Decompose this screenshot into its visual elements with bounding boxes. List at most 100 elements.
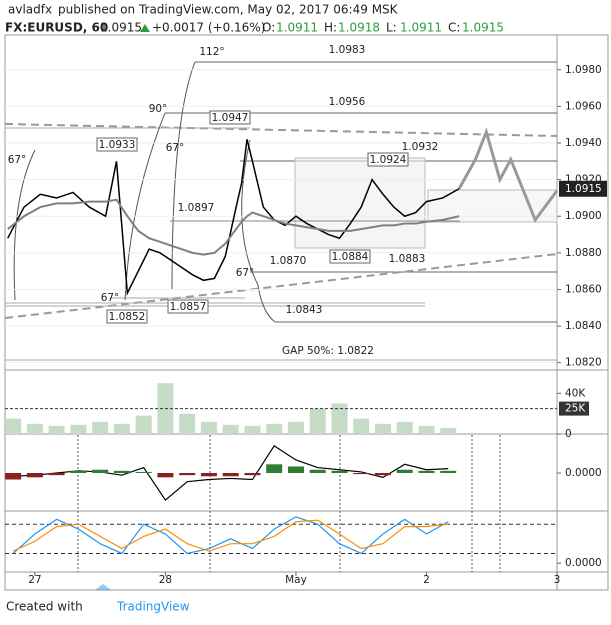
annotation-box bbox=[329, 249, 371, 264]
published-text: published on TradingView.com, May 02, 20… bbox=[58, 3, 399, 17]
histogram-bar bbox=[418, 470, 435, 473]
header-value: 1.0911 bbox=[276, 21, 318, 35]
session-lines bbox=[77, 435, 501, 572]
y-tick-label: 1.0820 bbox=[565, 357, 602, 369]
annotation: 1.0932 bbox=[402, 141, 439, 153]
histogram-bar bbox=[396, 469, 413, 473]
annotation: GAP 50%: 1.0822 bbox=[282, 345, 374, 357]
annotation: 1.0852 bbox=[109, 311, 146, 323]
histogram-bar bbox=[331, 470, 348, 473]
histogram-bar bbox=[26, 473, 43, 478]
y-tick-label: 0 bbox=[565, 428, 572, 440]
histogram-bar bbox=[287, 466, 304, 473]
annotation: 1.0843 bbox=[286, 304, 323, 316]
marker-label: 25K bbox=[565, 403, 586, 415]
y-tick-label: 40K bbox=[565, 387, 586, 399]
annotation: 112° bbox=[199, 46, 224, 58]
x-tick-label: 27 bbox=[28, 574, 41, 586]
fan-arc bbox=[13, 149, 36, 301]
header-value: C: bbox=[448, 21, 460, 35]
volume-bar bbox=[200, 421, 217, 434]
header-value: H: bbox=[324, 21, 337, 35]
y-tick-label: 1.0900 bbox=[565, 210, 602, 222]
y-tick-label: 0.0000 bbox=[565, 557, 602, 569]
annotation: 67° bbox=[101, 292, 120, 304]
histogram-bar bbox=[157, 473, 174, 478]
annotation-box bbox=[167, 299, 209, 314]
x-tick-label: 28 bbox=[159, 574, 172, 586]
price-tag bbox=[559, 180, 607, 197]
series-line bbox=[7, 198, 460, 256]
histogram-bar bbox=[266, 464, 283, 473]
volume-bar bbox=[48, 425, 65, 434]
footer-created: Created with bbox=[6, 600, 83, 614]
histogram-bar bbox=[440, 470, 457, 473]
x-tick-label: 3 bbox=[554, 574, 561, 586]
publisher: avladfx bbox=[8, 3, 52, 17]
volume-bar bbox=[135, 415, 152, 434]
y-tick-label: 1.0840 bbox=[565, 320, 602, 332]
volume-bar bbox=[440, 427, 457, 434]
drawings bbox=[4, 61, 558, 361]
histogram-bar bbox=[48, 473, 65, 476]
volume-bar bbox=[92, 421, 109, 434]
annotation: 1.0884 bbox=[332, 251, 369, 263]
volume-bar bbox=[331, 403, 348, 434]
histogram-bar bbox=[179, 473, 196, 476]
histogram-bar bbox=[92, 469, 109, 473]
annotation-box bbox=[96, 137, 138, 152]
histogram-bar bbox=[353, 473, 370, 475]
volume-bar bbox=[353, 418, 370, 434]
fan-arc bbox=[241, 139, 276, 323]
series-line bbox=[457, 127, 559, 223]
annotation: 67° bbox=[166, 142, 185, 154]
histogram-bar bbox=[374, 473, 391, 476]
up-arrow bbox=[140, 24, 150, 32]
histogram-bar bbox=[113, 470, 130, 473]
annotation: 67° bbox=[236, 267, 255, 279]
fan-arc bbox=[171, 61, 196, 291]
volume-bar bbox=[26, 423, 43, 434]
y-tick-label: 1.0980 bbox=[565, 64, 602, 76]
annotation-box bbox=[106, 309, 148, 324]
volume-bar bbox=[70, 424, 87, 434]
header-value: L: bbox=[386, 21, 397, 35]
volume-bar bbox=[266, 423, 283, 434]
histogram-bar bbox=[309, 469, 326, 473]
header-value: 1.0915 bbox=[100, 21, 142, 35]
series-line bbox=[12, 519, 449, 552]
header-value: 1.0915 bbox=[462, 21, 504, 35]
annotation: 1.0857 bbox=[170, 301, 207, 313]
volume-bar bbox=[244, 425, 261, 434]
annotation: 90° bbox=[149, 103, 168, 115]
trend-line bbox=[4, 123, 558, 137]
volume-bar bbox=[179, 413, 196, 434]
volume-bar bbox=[5, 418, 22, 434]
annotation: 1.0883 bbox=[389, 253, 426, 265]
annotation: 67° bbox=[8, 154, 27, 166]
annotation: 1.0924 bbox=[370, 154, 407, 166]
symbol: FX:EURUSD, 60 bbox=[5, 21, 108, 35]
annotation: 1.0933 bbox=[99, 139, 136, 151]
annotation: 1.0870 bbox=[270, 255, 307, 267]
volume-bar bbox=[396, 421, 413, 434]
volume-bar bbox=[222, 424, 239, 434]
annotation: 1.0956 bbox=[329, 96, 366, 108]
annotation-box bbox=[209, 110, 251, 125]
trend-line bbox=[4, 253, 558, 319]
annotation: 1.0897 bbox=[178, 202, 215, 214]
volume-bar bbox=[309, 408, 326, 434]
histogram-bar bbox=[200, 473, 217, 477]
header-value: 1.0911 bbox=[400, 21, 442, 35]
y-tick-label: 1.0940 bbox=[565, 137, 602, 149]
header-value: 1.0918 bbox=[338, 21, 380, 35]
range-box bbox=[294, 157, 426, 249]
frame bbox=[4, 34, 609, 591]
volume-bar bbox=[374, 423, 391, 434]
histogram-bar bbox=[135, 471, 152, 473]
annotation-box bbox=[367, 152, 409, 167]
histogram-bar bbox=[244, 473, 261, 476]
annotation: 1.0947 bbox=[212, 112, 249, 124]
y-tick-label: 1.0880 bbox=[565, 247, 602, 259]
